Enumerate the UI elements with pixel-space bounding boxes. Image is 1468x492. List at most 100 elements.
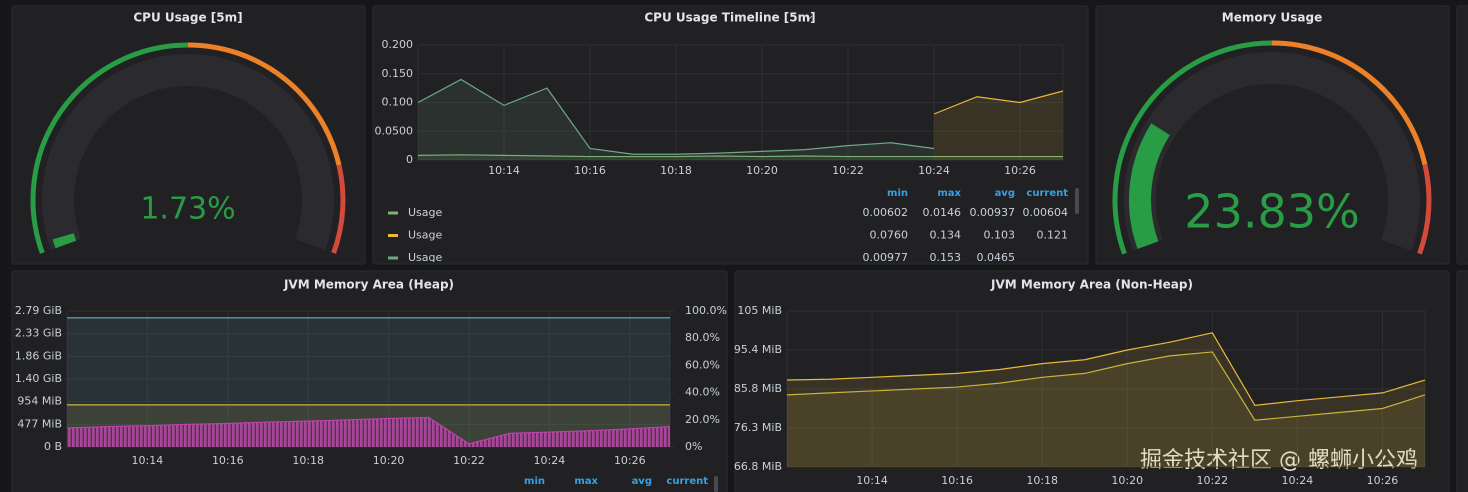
legend-value: 0.00937 <box>970 206 1016 219</box>
legend-column-header: avg <box>995 188 1015 199</box>
legend-value: 0.00977 <box>863 251 909 264</box>
series-line <box>786 332 1426 407</box>
x-tick-label: 10:24 <box>534 454 566 467</box>
gauge-track <box>42 54 334 250</box>
series-area <box>787 332 1425 467</box>
scrollbar[interactable] <box>1075 188 1079 214</box>
series-area <box>934 91 1063 160</box>
y-tick-label: 0.200 <box>382 38 414 51</box>
x-tick-label: 10:20 <box>373 454 405 467</box>
legend-column-header: current <box>1026 188 1068 199</box>
plot-frame <box>786 310 1426 468</box>
y2-tick-label: 60.0% <box>685 358 720 371</box>
legend-name: Usage <box>408 229 443 242</box>
panel-title: CPU Usage Timeline [5m] <box>644 11 815 25</box>
x-tick-label: 10:24 <box>918 164 950 177</box>
legend-value: 0.103 <box>984 229 1016 242</box>
legend-column-header: max <box>937 188 961 199</box>
x-tick-label: 10:14 <box>856 474 888 487</box>
gauge-threshold <box>30 42 189 254</box>
legend-value: 0.00604 <box>1023 206 1069 219</box>
legend-value: 0.00602 <box>863 206 909 219</box>
x-tick-label: 10:18 <box>660 164 692 177</box>
series-line <box>786 351 1426 421</box>
panel-title: JVM Memory Area (Heap) <box>283 278 454 292</box>
gauge-value <box>52 233 77 249</box>
x-tick-label: 10:22 <box>453 454 485 467</box>
panel[interactable] <box>734 270 1450 492</box>
gauge-threshold <box>1271 40 1428 166</box>
gauge-value <box>1129 123 1171 249</box>
legend-name: Usage <box>408 206 443 219</box>
panel[interactable] <box>1456 5 1468 265</box>
gauge-value-label: 1.73% <box>140 192 235 227</box>
bar-area <box>67 417 670 447</box>
series-area <box>787 351 1425 467</box>
legend: min max avg current Usage 0.00602 0.0146 0.0093… <box>388 188 1069 264</box>
series-area <box>67 317 670 447</box>
y-tick-label: 95.4 MiB <box>734 343 782 356</box>
x-tick-label: 10:26 <box>1367 474 1399 487</box>
gauge-threshold <box>331 164 346 254</box>
y2-tick-label: 20.0% <box>685 413 720 426</box>
legend-value: 0.0465 <box>977 251 1016 264</box>
panel-title: Memory Usage <box>1222 11 1322 25</box>
x-tick-label: 10:22 <box>832 164 864 177</box>
y-tick-label: 0.0500 <box>375 124 414 137</box>
y-tick-label: 2.79 GiB <box>15 304 62 317</box>
series-line <box>417 78 935 155</box>
series-line <box>66 416 671 445</box>
x-tick-label: 10:18 <box>1026 474 1058 487</box>
y-tick-label: 954 MiB <box>17 395 62 408</box>
legend-value: 0.134 <box>930 229 962 242</box>
x-tick-label: 10:26 <box>1004 164 1036 177</box>
legend-value: 0.153 <box>930 251 962 264</box>
legend-value: 0.0760 <box>870 229 909 242</box>
legend: min max avg current <box>524 476 708 487</box>
y-tick-label: 1.86 GiB <box>15 349 62 362</box>
x-tick-label: 10:26 <box>614 454 646 467</box>
x-tick-label: 10:16 <box>212 454 244 467</box>
y2-tick-label: 80.0% <box>685 331 720 344</box>
x-tick-label: 10:18 <box>292 454 324 467</box>
y-tick-label: 105 MiB <box>737 304 782 317</box>
panel-title: CPU Usage [5m] <box>133 11 242 25</box>
legend-name: Usage <box>408 251 443 264</box>
dropdown-icon[interactable] <box>805 15 813 20</box>
y-tick-label: 0.100 <box>382 96 414 109</box>
scrollbar[interactable] <box>714 476 718 492</box>
y-tick-label: 0 B <box>44 440 62 453</box>
gauge-threshold <box>187 42 342 166</box>
panel-title: JVM Memory Area (Non-Heap) <box>990 278 1193 292</box>
y-tick-label: 0 <box>406 153 413 166</box>
series-area <box>418 79 934 160</box>
legend-column-header: min <box>887 188 908 199</box>
gauge-threshold <box>1112 40 1273 255</box>
panel[interactable] <box>1456 270 1468 492</box>
series-line <box>417 154 1063 158</box>
legend-column-header: max <box>574 476 598 487</box>
watermark: 掘金技术社区 @ 螺蛳小公鸡 <box>1140 448 1418 473</box>
legend-column-header: current <box>666 476 708 487</box>
x-tick-label: 10:14 <box>488 164 520 177</box>
y-tick-label: 76.3 MiB <box>734 421 782 434</box>
x-tick-label: 10:24 <box>1282 474 1314 487</box>
panel[interactable] <box>372 5 1089 265</box>
y-tick-label: 85.8 MiB <box>734 382 782 395</box>
y-tick-label: 66.8 MiB <box>734 460 782 473</box>
y-tick-label: 1.40 GiB <box>15 372 62 385</box>
y2-tick-label: 100.0% <box>685 304 727 317</box>
x-tick-label: 10:16 <box>941 474 973 487</box>
x-tick-label: 10:20 <box>1111 474 1143 487</box>
x-tick-label: 10:22 <box>1196 474 1228 487</box>
legend-value: 0.121 <box>1037 229 1069 242</box>
legend-value: 0.0146 <box>923 206 962 219</box>
y2-tick-label: 0% <box>685 440 702 453</box>
x-tick-label: 10:14 <box>132 454 164 467</box>
x-tick-label: 10:20 <box>746 164 778 177</box>
gauge-threshold <box>1417 164 1432 255</box>
y2-tick-label: 40.0% <box>685 386 720 399</box>
x-tick-label: 10:16 <box>574 164 606 177</box>
